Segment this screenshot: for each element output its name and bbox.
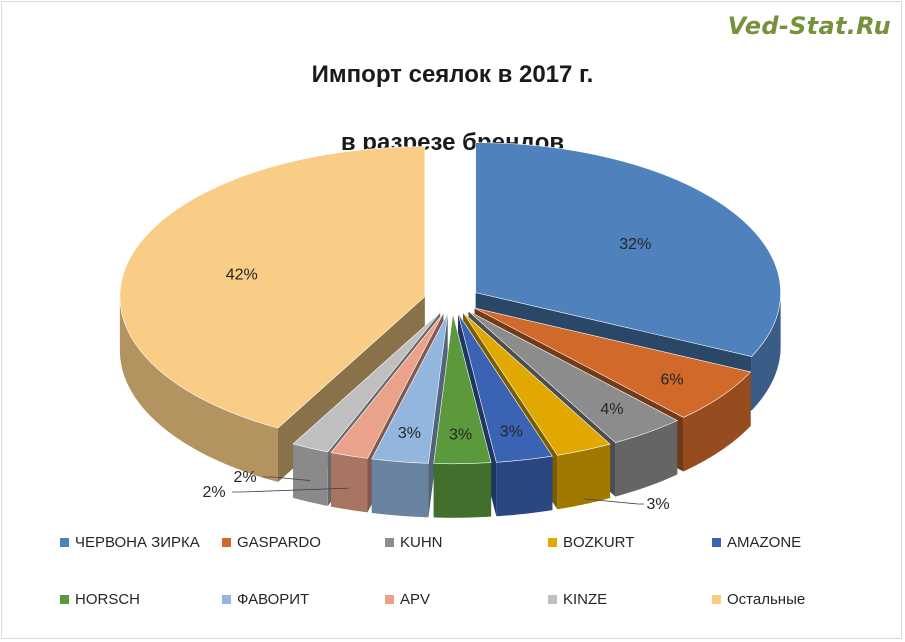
data-label-4: 3%: [646, 496, 669, 513]
pie-slice-side: [751, 292, 781, 411]
leader-line: [263, 476, 311, 481]
pie-slice-top-1: [475, 142, 781, 357]
pie-slice-top-10: [119, 146, 426, 429]
data-label-3: 4%: [600, 401, 623, 418]
data-label-8: 2%: [202, 484, 225, 501]
pie-slice-top-4: [462, 312, 611, 456]
leader-line: [584, 498, 644, 505]
pie-slice-side: [293, 443, 328, 506]
data-label-5: 3%: [500, 424, 523, 441]
pie-slice-top-6: [433, 313, 492, 465]
pie-tops: [119, 142, 781, 465]
data-label-2: 6%: [660, 372, 683, 389]
data-label-9: 2%: [233, 469, 256, 486]
data-label-1: 32%: [619, 236, 651, 253]
pie-slice-side: [119, 296, 278, 483]
pie-data-labels: 32% 6% 4% 3% 3% 3% 3% 2% 2% 42%: [202, 236, 683, 513]
data-label-10: 42%: [226, 266, 258, 283]
pie-slice-top-3: [468, 310, 678, 443]
pie-slice-top-2: [474, 307, 752, 418]
pie-slice-side: [557, 444, 611, 510]
pie-slice-wall: [293, 312, 441, 498]
chart-title-line-1: Импорт сеялок в 2017 г.: [311, 61, 594, 88]
pie-slice-top-9: [292, 312, 441, 453]
pie-slice-top-5: [457, 313, 553, 463]
pie-slice-top-7: [371, 313, 448, 464]
pie-slice-side: [371, 458, 429, 518]
pie-slice-side: [433, 462, 492, 518]
pie-slice-side: [331, 452, 368, 513]
site-watermark: Ved-Stat.Ru: [727, 12, 891, 40]
data-label-7: 3%: [398, 425, 421, 442]
data-label-6: 3%: [449, 427, 472, 444]
leader-line: [232, 487, 350, 493]
pie-slice-top-8: [330, 312, 444, 459]
pie-slice-side: [615, 420, 678, 497]
pie-slice-side: [683, 371, 751, 472]
pie-slice-side: [496, 456, 553, 517]
